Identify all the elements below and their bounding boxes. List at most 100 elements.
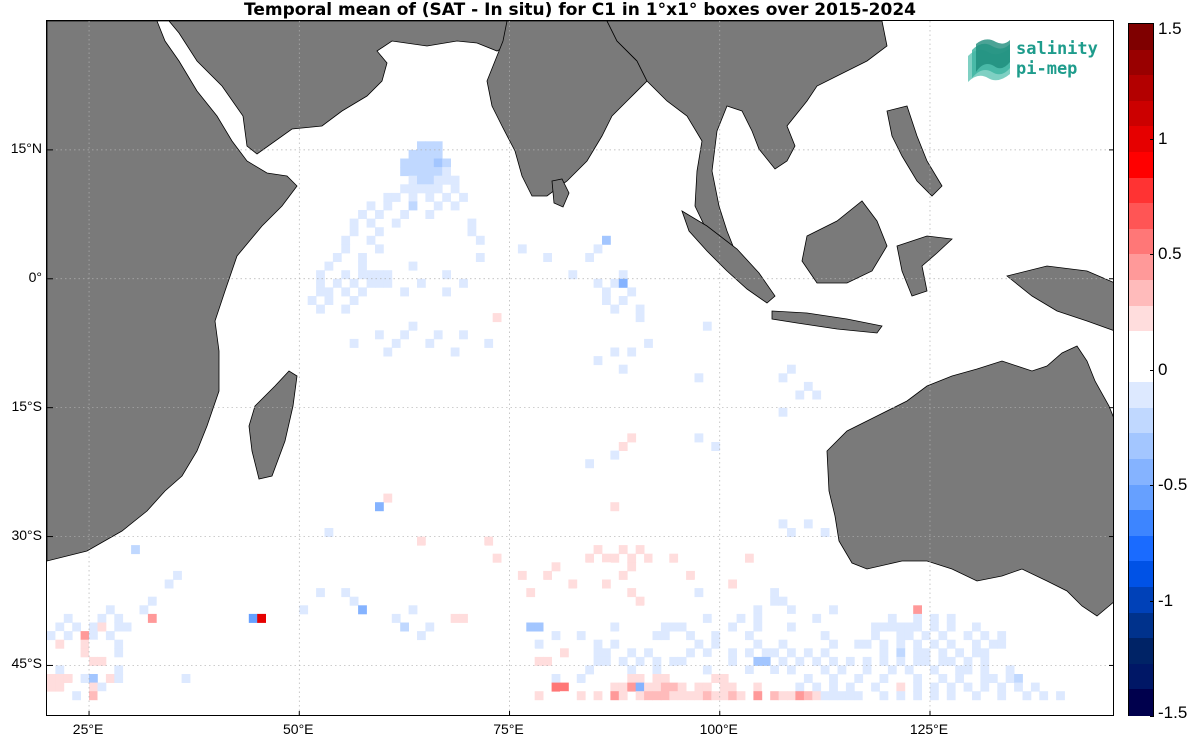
data-cell [63,631,73,641]
data-cell [433,330,443,340]
data-cell [610,691,620,701]
data-cell [408,158,418,168]
data-cell [955,648,964,658]
data-cell [425,622,435,632]
data-cell [442,270,451,280]
data-cell [702,691,712,701]
data-cell [652,656,662,666]
data-cell [408,184,418,194]
data-cell [450,175,460,185]
data-cell [921,656,931,666]
data-cell [114,622,124,632]
data-cell [652,553,662,563]
data-cell [879,622,889,632]
data-cell [417,149,426,159]
data-cell [55,674,65,683]
data-cell [770,691,779,701]
data-cell [72,682,81,692]
data-cell [753,691,763,701]
land-sri-lanka [551,178,570,208]
data-cell [770,648,779,658]
data-cell [400,622,409,632]
data-cell [593,639,603,649]
data-cell [694,373,704,383]
land-borneo [801,200,888,284]
data-cell [560,682,569,692]
data-cell [349,596,359,606]
data-cell [997,682,1007,692]
data-cell [593,278,603,288]
data-cell [669,553,679,563]
land-arabia [47,21,518,155]
data-cell [644,553,653,563]
data-cell [425,175,435,185]
data-cell [417,141,426,151]
data-cell [467,218,477,228]
data-cell [871,631,880,641]
data-cell [585,665,594,675]
data-cell [602,562,611,572]
data-cell [114,674,124,683]
data-cell [610,622,620,632]
data-cell [938,656,948,666]
data-cell [400,184,409,194]
data-cell [375,502,384,512]
data-cell [660,691,670,701]
data-cell [408,201,418,211]
colorbar-swatch [1129,484,1153,511]
land-masses [47,21,1113,617]
x-tick-label: 75°E [493,721,524,737]
data-cell [602,648,611,658]
data-cell [551,682,561,692]
data-cell [770,674,779,683]
data-cell [930,622,939,632]
x-tick-label: 125°E [909,721,949,737]
data-cell [80,631,90,641]
data-cell [618,656,628,666]
data-cell [635,674,645,683]
data-cell [635,691,645,701]
data-cell [509,631,519,641]
data-cell [610,347,620,357]
data-cell [551,665,561,675]
data-cell [450,201,460,211]
data-cell [677,674,687,683]
data-cell [627,648,637,658]
data-cell [938,674,948,683]
data-cell [97,656,107,666]
data-cell [433,158,443,168]
data-cell [425,184,435,194]
data-cell [55,631,65,641]
data-cell [1022,691,1032,701]
data-cell [669,613,679,623]
colorbar-swatch [1129,151,1153,179]
data-cell [761,648,771,658]
data-cell [450,347,460,357]
data-cell [375,278,384,288]
land-africa [47,21,298,562]
data-cell [72,622,81,632]
data-cell [610,502,620,512]
data-cell [501,579,510,589]
data-cell [551,562,561,572]
land-sumatra [681,210,776,304]
data-cell [862,639,872,649]
data-cell [829,656,838,666]
colorbar-tick-label: -1.5 [1158,703,1188,722]
data-cell [97,622,107,632]
data-cell [585,253,594,262]
data-cell [745,553,754,563]
data-cell [534,656,544,666]
data-cell [778,682,788,692]
data-cell [114,613,124,623]
data-cell [627,562,637,572]
data-cell [425,141,435,151]
data-cell [972,648,981,658]
colorbar-swatch [1129,561,1153,588]
data-cell [89,682,98,692]
data-cell [686,691,695,701]
data-cell [375,244,384,254]
data-cell [551,596,561,606]
data-cell [787,605,796,615]
colorbar-tick-label: 1.5 [1158,19,1182,38]
